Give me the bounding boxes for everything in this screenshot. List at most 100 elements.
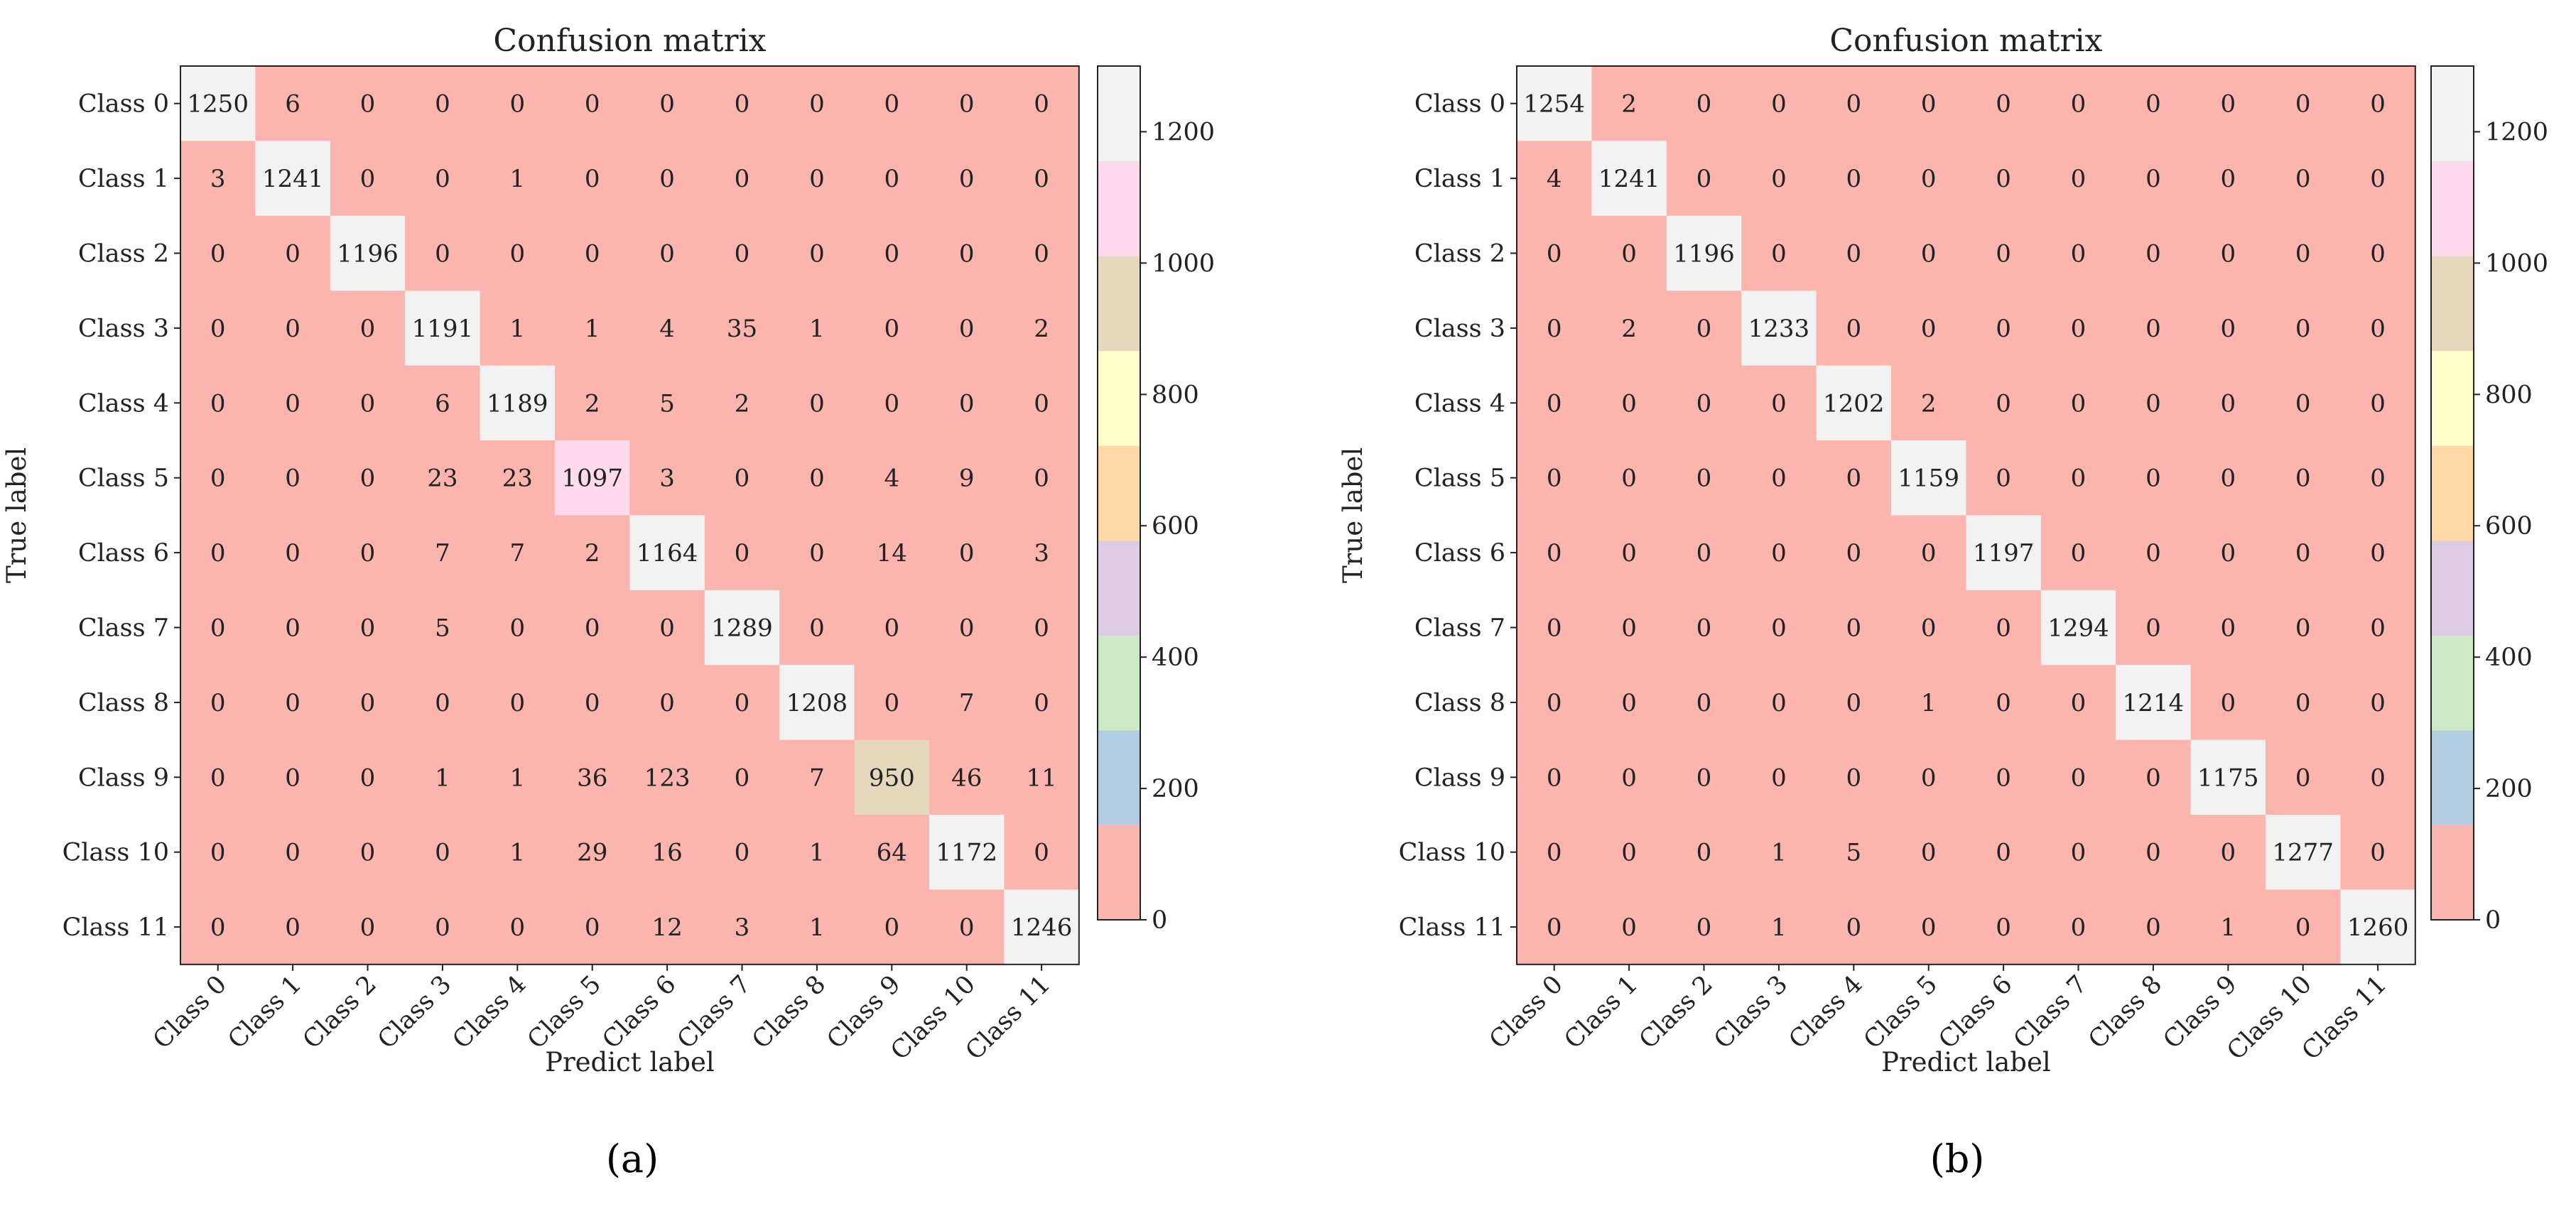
cell-value-label: 0 [1696,614,1712,643]
cell-value-label: 23 [427,465,458,493]
x-tick-label: Class 8 [747,970,831,1055]
cell-value-label: 0 [1921,614,1937,643]
cell-value-label: 0 [2370,315,2386,343]
cell-value-label: 0 [1621,240,1637,268]
cell-value-label: 0 [585,90,600,119]
cell-value-label: 0 [285,240,301,268]
x-axis-label: Predict label [1881,1047,2051,1077]
cell-value-label: 0 [884,240,899,268]
cell-value-label: 2 [1921,389,1937,418]
cell-value-label: 0 [1696,764,1712,792]
cell-value-label: 0 [884,315,899,343]
cell-value-label: 0 [959,539,975,568]
cell-value-label: 0 [2071,839,2087,867]
cell-value-label: 0 [360,764,376,792]
cell-value-label: 0 [959,165,975,193]
cell-value-label: 1164 [637,539,698,568]
cell-value-label: 0 [1846,539,1861,568]
x-tick-label: Class 3 [1709,970,1793,1055]
cell-value-label: 1246 [1011,913,1073,942]
cell-value-label: 0 [2071,539,2087,568]
colorbar-tick-label: 200 [2485,775,2533,803]
cell-value-label: 0 [210,614,226,643]
cell-value-label: 0 [2370,389,2386,418]
cell-value-label: 0 [809,465,825,493]
cell-value-label: 0 [1547,839,1562,867]
cell-value-label: 0 [285,614,301,643]
cell-value-label: 0 [659,90,675,119]
y-tick-label: Class 8 [78,689,169,717]
colorbar-segment [1098,445,1140,541]
x-tick-label: Class 5 [1858,970,1943,1055]
cell-value-label: 0 [735,165,750,193]
cell-value-label: 0 [2145,240,2161,268]
cell-value-label: 0 [1547,614,1562,643]
cell-value-label: 0 [2071,389,2087,418]
cell-value-label: 0 [285,315,301,343]
cell-value-label: 0 [2370,839,2386,867]
x-tick-label: Class 4 [448,970,532,1055]
cell-value-label: 2 [1621,315,1637,343]
x-tick-label: Class 2 [1634,970,1719,1055]
colorbar-tick-label: 1200 [2485,118,2548,146]
cell-value-label: 0 [285,839,301,867]
cell-value-label: 0 [1696,90,1712,119]
cell-value-label: 0 [2220,90,2236,119]
cell-value-label: 0 [735,539,750,568]
cell-value-label: 0 [2295,539,2311,568]
cell-value-label: 0 [2071,315,2087,343]
cell-value-label: 11 [1026,764,1056,792]
x-axis-label: Predict label [545,1047,715,1077]
chart-title: Confusion matrix [493,23,766,59]
cell-value-label: 0 [1034,465,1049,493]
cell-value-label: 0 [2220,539,2236,568]
cell-value-label: 0 [1034,614,1049,643]
cell-value-label: 9 [959,465,975,493]
cell-value-label: 0 [509,913,525,942]
y-axis-label: True label [1,447,32,583]
cell-value-label: 0 [2145,165,2161,193]
y-tick-label: Class 2 [1414,240,1505,268]
cell-value-label: 0 [2220,315,2236,343]
cell-value-label: 0 [959,389,975,418]
cell-value-label: 0 [1547,689,1562,717]
cell-value-label: 0 [435,165,450,193]
cell-value-label: 0 [1696,539,1712,568]
cell-value-label: 0 [959,913,975,942]
cell-value-label: 0 [809,90,825,119]
cell-value-label: 1 [809,839,825,867]
cell-value-label: 0 [1621,614,1637,643]
cell-value-label: 0 [1696,315,1712,343]
colorbar-segment [2431,161,2474,256]
colorbar-segment [2431,445,2474,541]
cell-value-label: 1191 [412,315,474,343]
cell-value-label: 0 [210,465,226,493]
cell-value-label: 1250 [187,90,249,119]
cell-value-label: 23 [502,465,533,493]
cell-value-label: 0 [884,165,899,193]
cell-value-label: 0 [884,614,899,643]
cell-value-label: 0 [1771,764,1787,792]
cell-value-label: 1 [509,839,525,867]
cell-value-label: 0 [1771,614,1787,643]
cell-value-label: 0 [435,240,450,268]
cell-value-label: 0 [360,465,376,493]
x-tick-label: Class 3 [372,970,457,1055]
cell-value-label: 1277 [2272,839,2334,867]
cell-value-label: 1189 [487,389,548,418]
cell-value-label: 0 [2220,689,2236,717]
panel-b: 1254 2 0 0 0 0 0 0 0 0 0 04 1241 0 0 0 0 0 0 0 0 0 00 0 1196 0 0 0 0… [1338,23,2548,1181]
cell-value-label: 0 [1921,315,1937,343]
cell-value-label: 0 [735,764,750,792]
y-tick-label: Class 4 [1414,389,1505,418]
cell-value-label: 1097 [561,465,623,493]
cell-value-label: 0 [959,614,975,643]
cell-value-label: 1208 [786,689,848,717]
cell-value-label: 0 [1996,240,2011,268]
cell-value-label: 0 [2145,465,2161,493]
cell-value-label: 0 [1846,764,1861,792]
cell-value-label: 0 [2145,315,2161,343]
cell-value-label: 0 [360,689,376,717]
cell-value-label: 14 [877,539,907,568]
cell-value-label: 0 [2220,389,2236,418]
